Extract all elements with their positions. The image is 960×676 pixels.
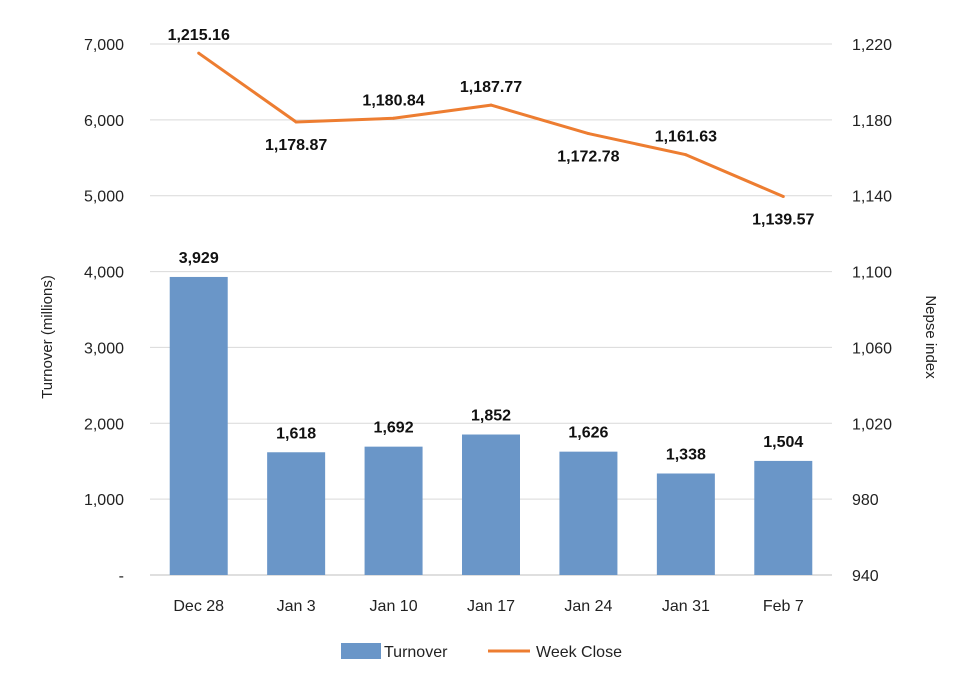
bar-turnover bbox=[364, 446, 423, 575]
category-label: Jan 3 bbox=[277, 598, 316, 615]
right-tick-label: 980 bbox=[852, 492, 879, 509]
week-close-point bbox=[294, 120, 298, 124]
week-close-point bbox=[489, 103, 493, 107]
left-tick-label: 4,000 bbox=[84, 265, 124, 282]
week-close-point bbox=[197, 51, 201, 55]
week-close-point bbox=[781, 195, 785, 199]
bar-value-label: 1,692 bbox=[374, 420, 414, 437]
bar-data-labels: 3,929 1,618 1,692 1,852 1,626 1,338 1,504 bbox=[179, 250, 804, 464]
legend: Turnover Week Close bbox=[341, 643, 622, 661]
right-tick-label: 1,060 bbox=[852, 340, 892, 357]
week-close-line bbox=[197, 51, 784, 198]
right-tick-label: 1,020 bbox=[852, 416, 892, 433]
bar-value-label: 1,618 bbox=[276, 425, 316, 442]
category-axis-labels: Dec 28 Jan 3 Jan 10 Jan 17 Jan 24 Jan 31 Feb 7 bbox=[173, 598, 803, 615]
left-tick-label: 6,000 bbox=[84, 113, 124, 130]
legend-turnover-swatch bbox=[341, 643, 381, 659]
left-tick-label: - bbox=[119, 568, 124, 585]
bar-turnover bbox=[169, 276, 228, 575]
right-tick-label: 940 bbox=[852, 568, 879, 585]
bar-value-label: 1,504 bbox=[763, 434, 803, 451]
legend-week-close-label: Week Close bbox=[536, 644, 622, 661]
line-value-label: 1,180.84 bbox=[362, 92, 424, 109]
line-value-label: 1,139.57 bbox=[752, 212, 814, 229]
line-data-labels: 1,215.16 1,178.87 1,180.84 1,187.77 1,172.78… bbox=[168, 27, 815, 228]
week-close-point bbox=[586, 132, 590, 136]
left-axis-ticks: - 1,000 2,000 3,000 4,000 5,000 6,000 7,000 bbox=[84, 37, 124, 585]
bar-turnover bbox=[462, 434, 520, 575]
gridlines bbox=[150, 43, 832, 576]
line-value-label: 1,187.77 bbox=[460, 79, 522, 96]
left-tick-label: 5,000 bbox=[84, 189, 124, 206]
bar-value-label: 1,338 bbox=[666, 447, 706, 464]
category-label: Jan 17 bbox=[467, 598, 515, 615]
left-axis-title: Turnover (millions) bbox=[39, 275, 56, 399]
bar-turnover bbox=[559, 451, 618, 575]
category-label: Dec 28 bbox=[173, 598, 224, 615]
line-value-label: 1,161.63 bbox=[655, 129, 717, 146]
category-label: Feb 7 bbox=[763, 598, 804, 615]
week-close-point bbox=[684, 153, 688, 157]
week-close-point bbox=[392, 116, 396, 120]
bar-value-label: 1,852 bbox=[471, 408, 511, 425]
category-label: Jan 10 bbox=[370, 598, 418, 615]
left-tick-label: 7,000 bbox=[84, 37, 124, 54]
right-tick-label: 1,140 bbox=[852, 189, 892, 206]
left-tick-label: 2,000 bbox=[84, 416, 124, 433]
category-label: Jan 31 bbox=[662, 598, 710, 615]
category-label: Jan 24 bbox=[564, 598, 612, 615]
left-tick-label: 3,000 bbox=[84, 340, 124, 357]
bar-turnover bbox=[656, 473, 715, 575]
week-close-line-group bbox=[197, 51, 785, 199]
right-axis-ticks: 940 980 1,020 1,060 1,100 1,140 1,180 1,220 bbox=[852, 37, 892, 585]
right-axis-title: Nepse index bbox=[922, 295, 939, 379]
bar-turnover bbox=[267, 452, 326, 575]
bar-value-label: 1,626 bbox=[568, 425, 608, 442]
right-tick-label: 1,220 bbox=[852, 37, 892, 54]
turnover-bars bbox=[169, 276, 813, 575]
left-tick-label: 1,000 bbox=[84, 492, 124, 509]
right-tick-label: 1,180 bbox=[852, 113, 892, 130]
line-value-label: 1,178.87 bbox=[265, 137, 327, 154]
right-tick-label: 1,100 bbox=[852, 265, 892, 282]
legend-turnover-label: Turnover bbox=[384, 644, 448, 661]
line-value-label: 1,215.16 bbox=[168, 27, 230, 44]
bar-value-label: 3,929 bbox=[179, 250, 219, 267]
bar-turnover bbox=[754, 460, 813, 575]
line-value-label: 1,172.78 bbox=[557, 149, 619, 166]
